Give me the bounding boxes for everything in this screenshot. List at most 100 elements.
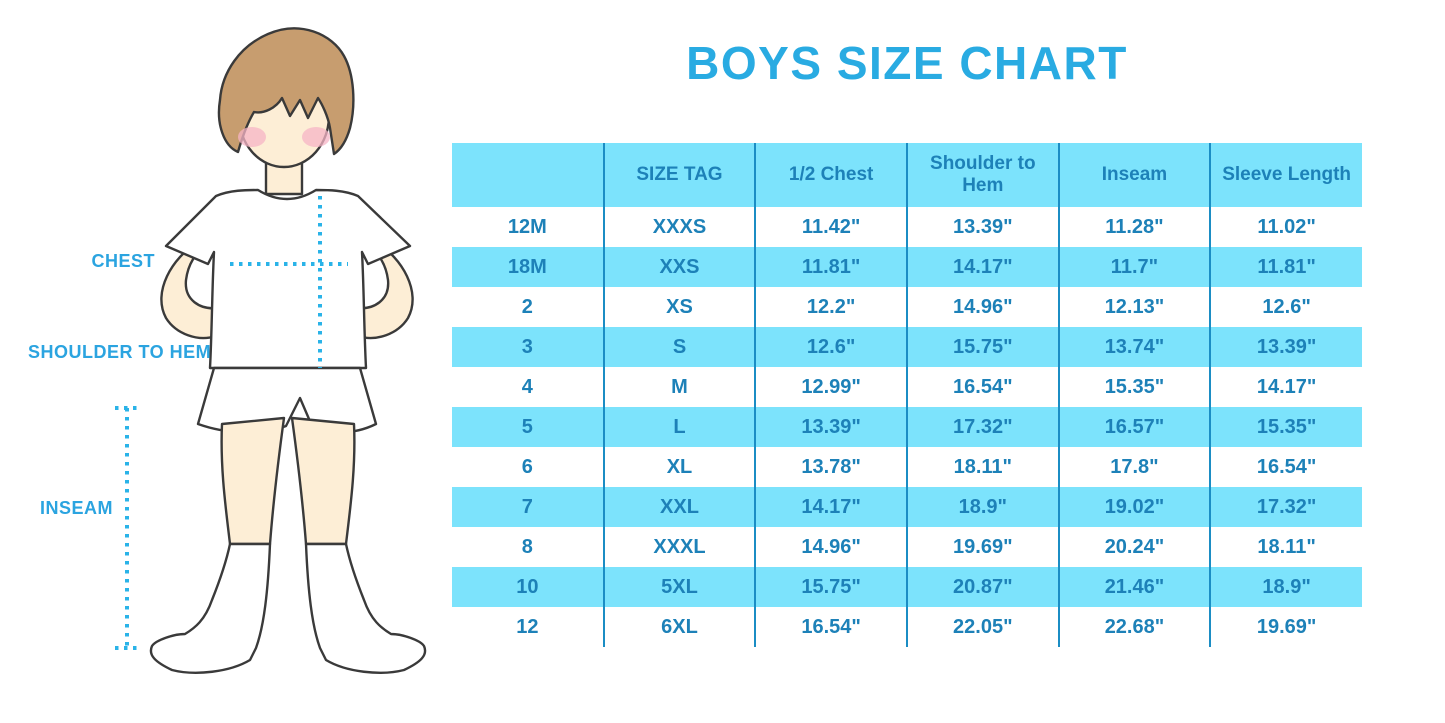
- cell-shoulder-to-hem: 13.39": [905, 207, 1059, 247]
- right-leg: [290, 416, 356, 546]
- cell-inseam: 22.68": [1057, 607, 1211, 647]
- size-table: SIZE TAG 1/2 Chest Shoulder to Hem Insea…: [452, 143, 1362, 647]
- cell-size-tag: XXS: [602, 247, 756, 287]
- right-sock: [304, 542, 427, 674]
- header-half-chest: 1/2 Chest: [754, 143, 907, 207]
- cell-sleeve-length: 13.39": [1209, 327, 1362, 367]
- cell-size: 12M: [452, 207, 604, 247]
- inseam-label: INSEAM: [40, 498, 114, 518]
- cell-half-chest: 13.39": [754, 407, 907, 447]
- cell-size: 8: [452, 527, 604, 567]
- cell-inseam: 11.7": [1057, 247, 1211, 287]
- cell-half-chest: 11.42": [754, 207, 907, 247]
- cell-sleeve-length: 15.35": [1209, 407, 1362, 447]
- cell-size-tag: XXXS: [602, 207, 756, 247]
- cell-size-tag: XL: [602, 447, 756, 487]
- cell-inseam: 16.57": [1057, 407, 1211, 447]
- cell-inseam: 21.46": [1057, 567, 1211, 607]
- cell-size-tag: S: [602, 327, 756, 367]
- cell-size-tag: XXL: [602, 487, 756, 527]
- header-sleeve-length: Sleeve Length: [1209, 143, 1362, 207]
- cell-sleeve-length: 18.9": [1209, 567, 1362, 607]
- cell-shoulder-to-hem: 14.96": [905, 287, 1059, 327]
- cell-sleeve-length: 16.54": [1209, 447, 1362, 487]
- table-row: 7 XXL 14.17" 18.9" 19.02" 17.32": [452, 487, 1362, 527]
- cell-size: 12: [452, 607, 604, 647]
- hair: [217, 27, 355, 156]
- cell-size: 5: [452, 407, 604, 447]
- table-row: 2 XS 12.2" 14.96" 12.13" 12.6": [452, 287, 1362, 327]
- left-sock: [149, 542, 272, 674]
- boy-illustration: [115, 27, 427, 674]
- cell-shoulder-to-hem: 18.11": [905, 447, 1059, 487]
- cell-half-chest: 15.75": [754, 567, 907, 607]
- header-size: [452, 143, 604, 207]
- cell-sleeve-length: 19.69": [1209, 607, 1362, 647]
- cell-shoulder-to-hem: 20.87": [905, 567, 1059, 607]
- cell-sleeve-length: 11.81": [1209, 247, 1362, 287]
- cell-shoulder-to-hem: 18.9": [905, 487, 1059, 527]
- cell-sleeve-length: 11.02": [1209, 207, 1362, 247]
- table-row: 12M XXXS 11.42" 13.39" 11.28" 11.02": [452, 207, 1362, 247]
- cell-half-chest: 14.96": [754, 527, 907, 567]
- cell-inseam: 13.74": [1057, 327, 1211, 367]
- table-row: 3 S 12.6" 15.75" 13.74" 13.39": [452, 327, 1362, 367]
- table-row: 18M XXS 11.81" 14.17" 11.7" 11.81": [452, 247, 1362, 287]
- cell-size-tag: XXXL: [602, 527, 756, 567]
- cell-size: 3: [452, 327, 604, 367]
- header-shoulder-to-hem: Shoulder to Hem: [905, 143, 1059, 207]
- cell-inseam: 19.02": [1057, 487, 1211, 527]
- cell-size-tag: XS: [602, 287, 756, 327]
- cell-shoulder-to-hem: 14.17": [905, 247, 1059, 287]
- header-size-tag: SIZE TAG: [602, 143, 756, 207]
- cell-size: 7: [452, 487, 604, 527]
- size-table-body: 12M XXXS 11.42" 13.39" 11.28" 11.02" 18M…: [452, 207, 1362, 647]
- cell-sleeve-length: 12.6": [1209, 287, 1362, 327]
- cell-shoulder-to-hem: 15.75": [905, 327, 1059, 367]
- page-title: BOYS SIZE CHART: [686, 37, 1128, 89]
- cell-shoulder-to-hem: 19.69": [905, 527, 1059, 567]
- header-inseam: Inseam: [1057, 143, 1211, 207]
- cell-inseam: 12.13": [1057, 287, 1211, 327]
- cell-shoulder-to-hem: 16.54": [905, 367, 1059, 407]
- size-table-header: SIZE TAG 1/2 Chest Shoulder to Hem Insea…: [452, 143, 1362, 207]
- cell-half-chest: 14.17": [754, 487, 907, 527]
- right-blush: [302, 127, 330, 147]
- cell-size-tag: 6XL: [602, 607, 756, 647]
- cell-size: 2: [452, 287, 604, 327]
- cell-shoulder-to-hem: 17.32": [905, 407, 1059, 447]
- cell-inseam: 20.24": [1057, 527, 1211, 567]
- cell-half-chest: 11.81": [754, 247, 907, 287]
- chest-label: CHEST: [91, 251, 155, 271]
- table-row: 8 XXXL 14.96" 19.69" 20.24" 18.11": [452, 527, 1362, 567]
- cell-size: 10: [452, 567, 604, 607]
- table-row: 4 M 12.99" 16.54" 15.35" 14.17": [452, 367, 1362, 407]
- cell-half-chest: 13.78": [754, 447, 907, 487]
- cell-sleeve-length: 18.11": [1209, 527, 1362, 567]
- cell-size: 6: [452, 447, 604, 487]
- cell-sleeve-length: 17.32": [1209, 487, 1362, 527]
- measurement-figure: CHEST SHOULDER TO HEM INSEAM: [0, 0, 452, 723]
- cell-half-chest: 12.99": [754, 367, 907, 407]
- shoulder-to-hem-label: SHOULDER TO HEM: [28, 342, 212, 362]
- cell-inseam: 17.8": [1057, 447, 1211, 487]
- cell-sleeve-length: 14.17": [1209, 367, 1362, 407]
- cell-half-chest: 16.54": [754, 607, 907, 647]
- cell-size: 18M: [452, 247, 604, 287]
- left-blush: [238, 127, 266, 147]
- cell-size-tag: M: [602, 367, 756, 407]
- table-row: 5 L 13.39" 17.32" 16.57" 15.35": [452, 407, 1362, 447]
- cell-size-tag: 5XL: [602, 567, 756, 607]
- cell-size-tag: L: [602, 407, 756, 447]
- cell-inseam: 11.28": [1057, 207, 1211, 247]
- table-row: 10 5XL 15.75" 20.87" 21.46" 18.9": [452, 567, 1362, 607]
- cell-size: 4: [452, 367, 604, 407]
- table-row: 6 XL 13.78" 18.11" 17.8" 16.54": [452, 447, 1362, 487]
- tshirt: [164, 188, 412, 370]
- left-leg: [220, 416, 286, 546]
- header-row: SIZE TAG 1/2 Chest Shoulder to Hem Insea…: [452, 143, 1362, 207]
- cell-half-chest: 12.6": [754, 327, 907, 367]
- cell-shoulder-to-hem: 22.05": [905, 607, 1059, 647]
- cell-inseam: 15.35": [1057, 367, 1211, 407]
